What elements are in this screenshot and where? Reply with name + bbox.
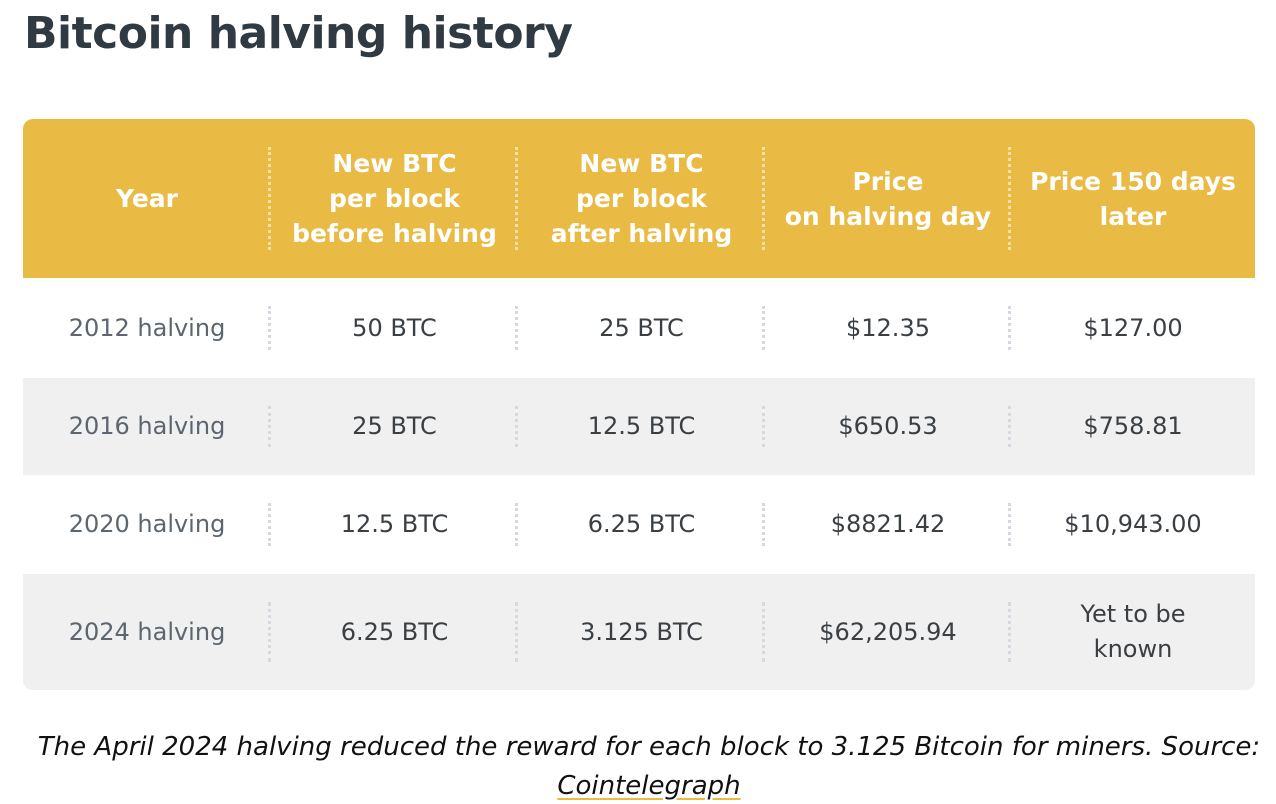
btc-after-cell: 12.5 BTC bbox=[518, 378, 765, 475]
table-row: 2024 halving 6.25 BTC 3.125 BTC $62,205.… bbox=[23, 574, 1255, 690]
header-btc-after: New BTC per block after halving bbox=[518, 119, 765, 278]
price-150-days-cell: Yet to be known bbox=[1080, 600, 1186, 663]
year-cell: 2024 halving bbox=[23, 574, 271, 690]
price-halving-day-cell: $650.53 bbox=[765, 378, 1011, 475]
table-header-row: Year New BTC per block before halving Ne… bbox=[23, 119, 1255, 278]
table-row: 2012 halving 50 BTC 25 BTC $12.35 $127.0… bbox=[23, 278, 1255, 378]
caption-text: The April 2024 halving reduced the rewar… bbox=[37, 732, 1261, 762]
header-price-halving-day: Price on halving day bbox=[765, 119, 1011, 278]
page-title: Bitcoin halving history bbox=[24, 8, 573, 59]
btc-before-cell: 50 BTC bbox=[271, 278, 518, 378]
price-150-days-cell: $758.81 bbox=[1083, 412, 1183, 440]
header-price-150-days: Price 150 days later bbox=[1030, 166, 1236, 231]
halving-table: Year New BTC per block before halving Ne… bbox=[23, 119, 1255, 690]
btc-before-cell: 6.25 BTC bbox=[271, 574, 518, 690]
btc-before-cell: 12.5 BTC bbox=[271, 475, 518, 574]
btc-before-cell: 25 BTC bbox=[271, 378, 518, 475]
price-halving-day-cell: $8821.42 bbox=[765, 475, 1011, 574]
table-row: 2016 halving 25 BTC 12.5 BTC $650.53 $75… bbox=[23, 378, 1255, 475]
header-btc-before: New BTC per block before halving bbox=[271, 119, 518, 278]
table-row: 2020 halving 12.5 BTC 6.25 BTC $8821.42 … bbox=[23, 475, 1255, 574]
price-150-days-cell: $10,943.00 bbox=[1064, 510, 1202, 538]
price-halving-day-cell: $62,205.94 bbox=[765, 574, 1011, 690]
btc-after-cell: 6.25 BTC bbox=[518, 475, 765, 574]
price-150-days-cell: $127.00 bbox=[1083, 313, 1183, 342]
header-year: Year bbox=[23, 119, 271, 278]
year-cell: 2020 halving bbox=[23, 475, 271, 574]
btc-after-cell: 3.125 BTC bbox=[518, 574, 765, 690]
year-cell: 2016 halving bbox=[23, 378, 271, 475]
btc-after-cell: 25 BTC bbox=[518, 278, 765, 378]
caption: The April 2024 halving reduced the rewar… bbox=[0, 728, 1276, 804]
source-link[interactable]: Cointelegraph bbox=[557, 771, 741, 801]
price-halving-day-cell: $12.35 bbox=[765, 278, 1011, 378]
year-cell: 2012 halving bbox=[23, 278, 271, 378]
